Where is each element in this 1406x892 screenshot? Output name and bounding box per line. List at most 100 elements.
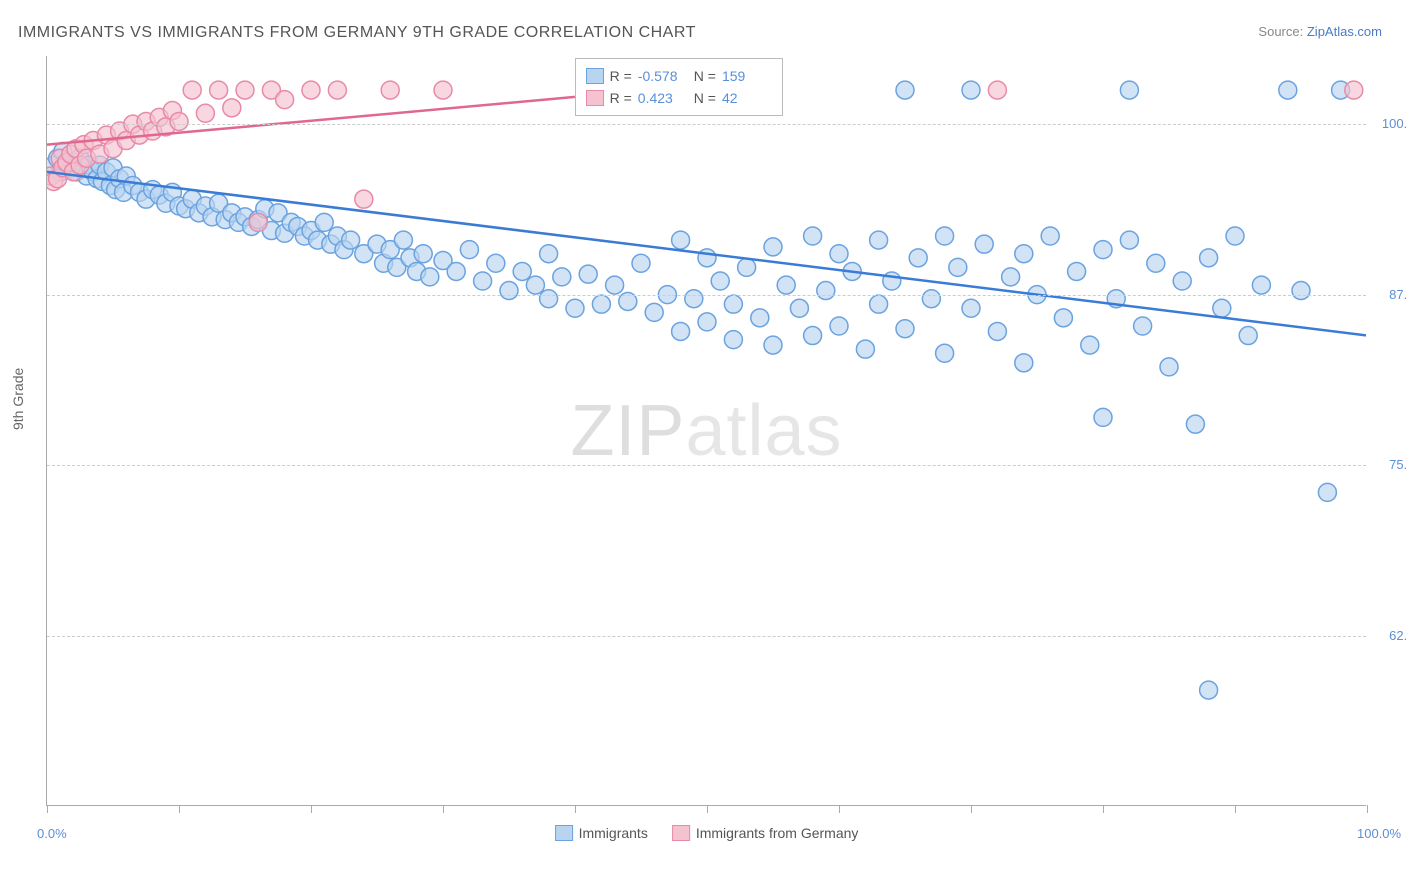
data-point — [414, 245, 432, 263]
legend-r-label: R = — [610, 90, 632, 106]
data-point — [922, 290, 940, 308]
data-point — [1345, 81, 1363, 99]
data-point — [1147, 254, 1165, 272]
data-point — [804, 327, 822, 345]
data-point — [764, 238, 782, 256]
chart-container: IMMIGRANTS VS IMMIGRANTS FROM GERMANY 9T… — [0, 0, 1406, 892]
data-point — [500, 282, 518, 300]
data-point — [592, 295, 610, 313]
data-point — [170, 112, 188, 130]
gridline — [47, 465, 1366, 466]
legend-swatch — [586, 68, 604, 84]
data-point — [302, 81, 320, 99]
data-point — [949, 258, 967, 276]
data-point — [1160, 358, 1178, 376]
legend-label: Immigrants — [579, 825, 648, 841]
y-tick-label: 62.5% — [1389, 628, 1406, 643]
x-tick — [971, 805, 972, 813]
data-point — [1081, 336, 1099, 354]
data-point — [276, 91, 294, 109]
data-point — [936, 227, 954, 245]
data-point — [1054, 309, 1072, 327]
legend-label: Immigrants from Germany — [696, 825, 859, 841]
gridline — [47, 124, 1366, 125]
data-point — [381, 81, 399, 99]
x-tick — [443, 805, 444, 813]
legend-r-label: R = — [610, 68, 632, 84]
data-point — [1134, 317, 1152, 335]
legend-row: R = 0.423 N = 42 — [586, 87, 772, 109]
data-point — [645, 303, 663, 321]
data-point — [1200, 681, 1218, 699]
data-point — [698, 313, 716, 331]
legend-swatch — [555, 825, 573, 841]
data-point — [249, 213, 267, 231]
chart-title: IMMIGRANTS VS IMMIGRANTS FROM GERMANY 9T… — [18, 24, 696, 42]
data-point — [460, 241, 478, 259]
data-point — [1226, 227, 1244, 245]
data-point — [1002, 268, 1020, 286]
correlation-legend: R = -0.578 N = 159 R = 0.423 N = 42 — [575, 58, 783, 116]
data-point — [698, 249, 716, 267]
legend-item: Immigrants — [555, 825, 648, 841]
legend-n-label: N = — [694, 90, 716, 106]
data-point — [513, 262, 531, 280]
data-point — [526, 276, 544, 294]
data-point — [790, 299, 808, 317]
legend-row: R = -0.578 N = 159 — [586, 65, 772, 87]
data-point — [342, 231, 360, 249]
source-label: Source: — [1258, 24, 1303, 39]
legend-r-value: -0.578 — [638, 68, 688, 84]
data-point — [328, 81, 346, 99]
data-point — [1041, 227, 1059, 245]
data-point — [487, 254, 505, 272]
scatter-svg — [47, 56, 1366, 805]
data-point — [223, 99, 241, 117]
data-point — [1239, 327, 1257, 345]
data-point — [183, 81, 201, 99]
data-point — [777, 276, 795, 294]
y-tick-label: 100.0% — [1382, 116, 1406, 131]
data-point — [988, 322, 1006, 340]
data-point — [870, 231, 888, 249]
data-point — [1186, 415, 1204, 433]
data-point — [1120, 231, 1138, 249]
legend-n-value: 159 — [722, 68, 772, 84]
data-point — [1279, 81, 1297, 99]
data-point — [1094, 241, 1112, 259]
data-point — [962, 299, 980, 317]
data-point — [896, 320, 914, 338]
data-point — [421, 268, 439, 286]
data-point — [1015, 245, 1033, 263]
data-point — [870, 295, 888, 313]
data-point — [447, 262, 465, 280]
data-point — [830, 245, 848, 263]
data-point — [738, 258, 756, 276]
gridline — [47, 636, 1366, 637]
data-point — [434, 81, 452, 99]
data-point — [1120, 81, 1138, 99]
x-tick-label: 0.0% — [37, 826, 67, 841]
x-tick-label: 100.0% — [1357, 826, 1401, 841]
data-point — [1015, 354, 1033, 372]
data-point — [1318, 483, 1336, 501]
data-point — [909, 249, 927, 267]
data-point — [936, 344, 954, 362]
x-tick — [575, 805, 576, 813]
data-point — [315, 213, 333, 231]
data-point — [632, 254, 650, 272]
data-point — [1252, 276, 1270, 294]
data-point — [1292, 282, 1310, 300]
data-point — [566, 299, 584, 317]
source-link[interactable]: ZipAtlas.com — [1307, 24, 1382, 39]
x-tick — [47, 805, 48, 813]
data-point — [236, 81, 254, 99]
data-point — [724, 295, 742, 313]
data-point — [579, 265, 597, 283]
x-tick — [179, 805, 180, 813]
data-point — [394, 231, 412, 249]
gridline — [47, 295, 1366, 296]
legend-n-label: N = — [694, 68, 716, 84]
legend-swatch — [586, 90, 604, 106]
legend-r-value: 0.423 — [638, 90, 688, 106]
